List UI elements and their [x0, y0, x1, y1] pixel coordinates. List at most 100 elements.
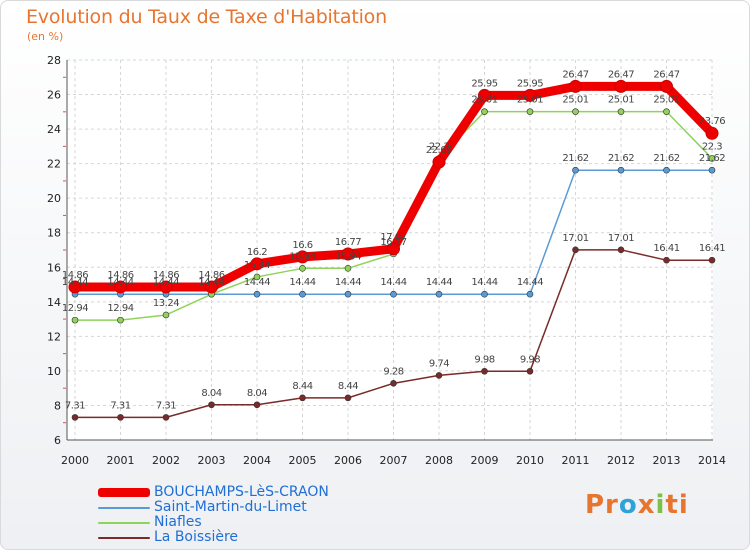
data-label: 15.94: [335, 251, 361, 262]
data-point: [523, 88, 537, 102]
data-label: 16.77: [335, 237, 361, 248]
data-point: [71, 414, 79, 421]
data-label: 21.62: [562, 153, 588, 164]
data-label: 9.28: [383, 366, 403, 377]
data-label: 17.01: [608, 233, 634, 244]
data-label: 22.3: [429, 141, 449, 152]
data-label: 14.44: [198, 277, 224, 288]
data-label: 8.44: [292, 381, 312, 392]
x-tick-label: 2005: [289, 454, 317, 467]
data-point: [572, 166, 579, 174]
data-point: [114, 280, 127, 294]
data-label: 7.31: [65, 400, 85, 411]
data-point: [663, 256, 670, 264]
data-point: [68, 280, 82, 294]
data-label: 25.01: [653, 95, 679, 106]
logo-letters: x: [637, 490, 656, 520]
data-label: 16.77: [380, 237, 406, 248]
data-point: [159, 280, 173, 294]
data-point: [250, 257, 264, 271]
logo-letters: Pr: [585, 490, 619, 520]
data-point: [617, 108, 625, 115]
data-label: 14.44: [107, 277, 133, 288]
y-tick-label: 6: [54, 434, 61, 447]
data-label: 8.44: [338, 381, 358, 392]
data-label: 15.94: [289, 251, 315, 262]
x-tick-label: 2013: [653, 454, 681, 467]
data-label: 9.98: [520, 354, 540, 365]
legend-label: BOUCHAMPS-LèS-CRAON: [154, 484, 329, 500]
y-tick-label: 8: [54, 399, 61, 412]
y-tick-label: 26: [47, 89, 61, 102]
legend-swatch: [98, 521, 150, 524]
legend-label: Saint-Martin-du-Limet: [154, 499, 307, 515]
data-label: 8.04: [247, 388, 267, 399]
data-point: [162, 311, 170, 319]
y-tick-label: 18: [47, 227, 61, 240]
data-label: 14.44: [289, 277, 315, 288]
data-point: [708, 155, 716, 162]
data-label: 16.2: [247, 247, 267, 258]
data-point: [572, 108, 579, 115]
data-point: [705, 126, 719, 140]
data-label: 26.47: [562, 69, 588, 80]
data-point: [205, 280, 218, 294]
data-label: 21.62: [608, 153, 634, 164]
legend-label: La Boissière: [154, 529, 239, 545]
x-tick-label: 2000: [61, 454, 89, 467]
x-tick-label: 2004: [243, 454, 271, 467]
x-tick-label: 2009: [471, 454, 499, 467]
data-label: 22.3: [702, 141, 722, 152]
data-label: 14.44: [62, 277, 88, 288]
data-label: 14.86: [62, 270, 88, 281]
x-tick-label: 2012: [607, 454, 635, 467]
data-label: 23.76: [699, 116, 725, 127]
data-point: [390, 290, 397, 298]
data-point: [435, 290, 443, 298]
data-point: [117, 316, 124, 324]
data-label: 26.47: [653, 69, 679, 80]
data-label: 14.44: [380, 277, 406, 288]
legend-swatch: [98, 506, 150, 509]
data-label: 14.44: [244, 277, 270, 288]
chart-title: Evolution du Taux de Taxe d'Habitation: [26, 6, 387, 28]
data-label: 14.44: [153, 277, 179, 288]
data-label: 14.86: [107, 270, 133, 281]
data-point: [526, 367, 534, 375]
data-point: [572, 246, 579, 254]
data-point: [341, 247, 355, 261]
data-point: [708, 166, 716, 174]
data-label: 25.01: [517, 95, 543, 106]
x-tick-label: 2003: [198, 454, 226, 467]
legend-item: La Boissière: [98, 530, 329, 545]
data-label: 25.95: [471, 78, 497, 89]
data-label: 14.44: [335, 277, 361, 288]
data-point: [390, 380, 397, 387]
unit-label: (en %): [27, 30, 64, 43]
data-point: [299, 265, 306, 272]
data-point: [663, 108, 670, 115]
data-label: 26.47: [608, 69, 634, 80]
data-label: 12.94: [107, 303, 133, 314]
x-tick-label: 2002: [152, 454, 180, 467]
data-point: [526, 290, 534, 298]
data-point: [253, 401, 261, 409]
legend: BOUCHAMPS-LèS-CRAON Saint-Martin-du-Limet…: [98, 485, 329, 545]
data-point: [660, 79, 673, 93]
data-point: [617, 166, 625, 174]
x-tick-label: 2006: [334, 454, 362, 467]
data-label: 8.04: [201, 388, 221, 399]
legend-item: Niafles: [98, 515, 329, 530]
data-point: [435, 372, 443, 379]
y-tick-label: 22: [47, 158, 61, 171]
data-point: [162, 414, 170, 421]
data-label: 13.24: [153, 298, 179, 309]
data-label: 9.98: [474, 354, 494, 365]
data-label: 14.44: [471, 277, 497, 288]
data-label: 25.01: [608, 95, 634, 106]
data-point: [526, 108, 534, 115]
legend-swatch: [98, 536, 150, 539]
proxiti-logo: Proxiti: [585, 490, 689, 520]
legend-item: BOUCHAMPS-LèS-CRAON: [98, 485, 329, 500]
x-tick-label: 2001: [107, 454, 135, 467]
